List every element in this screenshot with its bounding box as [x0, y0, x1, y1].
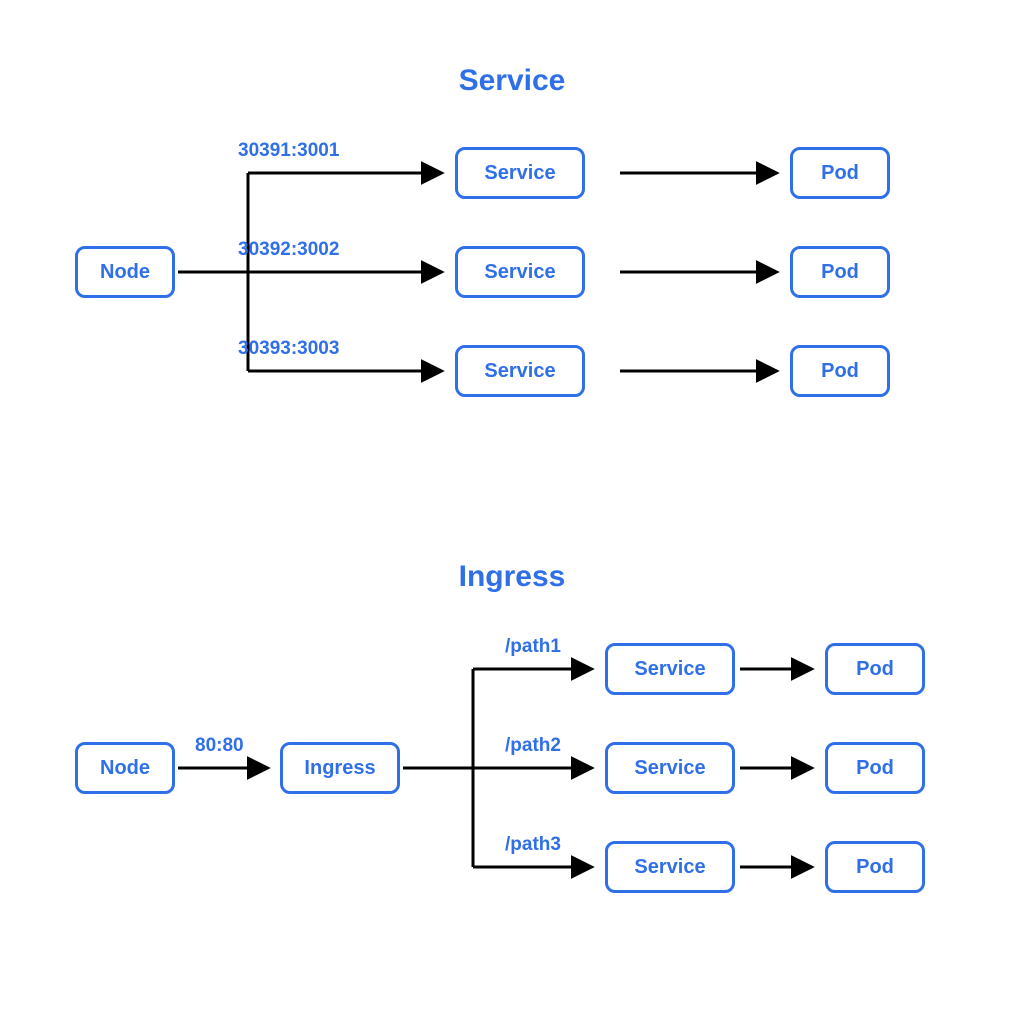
ingress-edge-label: 80:80 [195, 735, 244, 757]
service-edge-label: 30391:3001 [238, 140, 339, 162]
node-s-svc-1: Service [455, 147, 585, 199]
service-title: Service [362, 64, 662, 98]
node-i-svc-2: Service [605, 742, 735, 794]
node-i-pod-1: Pod [825, 643, 925, 695]
node-i-ingress: Ingress [280, 742, 400, 794]
node-s-pod-2: Pod [790, 246, 890, 298]
node-s-pod-3: Pod [790, 345, 890, 397]
ingress-edge-label: /path2 [505, 735, 561, 757]
node-i-svc-1: Service [605, 643, 735, 695]
ingress-edge-label: /path1 [505, 636, 561, 658]
node-i-node: Node [75, 742, 175, 794]
node-i-pod-2: Pod [825, 742, 925, 794]
node-s-node: Node [75, 246, 175, 298]
service-edge-label: 30392:3002 [238, 239, 339, 261]
node-i-svc-3: Service [605, 841, 735, 893]
node-i-pod-3: Pod [825, 841, 925, 893]
node-s-svc-3: Service [455, 345, 585, 397]
ingress-edge-label: /path3 [505, 834, 561, 856]
service-edge-label: 30393:3003 [238, 338, 339, 360]
node-s-svc-2: Service [455, 246, 585, 298]
ingress-title: Ingress [362, 560, 662, 594]
node-s-pod-1: Pod [790, 147, 890, 199]
